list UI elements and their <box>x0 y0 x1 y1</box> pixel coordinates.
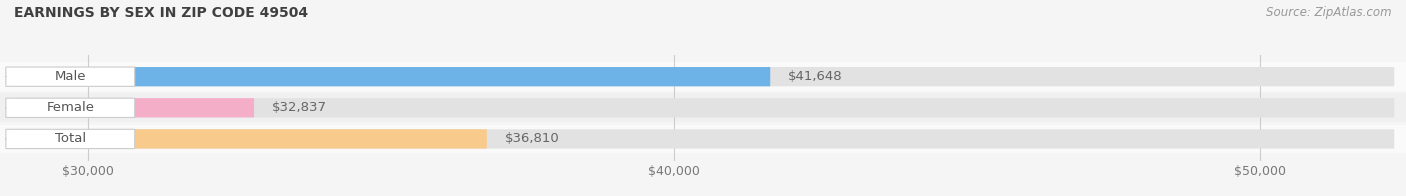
FancyBboxPatch shape <box>6 67 135 86</box>
FancyBboxPatch shape <box>18 129 1395 149</box>
Text: Source: ZipAtlas.com: Source: ZipAtlas.com <box>1267 6 1392 19</box>
Text: Female: Female <box>46 101 94 114</box>
FancyBboxPatch shape <box>18 67 770 86</box>
FancyBboxPatch shape <box>0 93 1406 122</box>
Text: Total: Total <box>55 132 86 145</box>
Text: Male: Male <box>55 70 86 83</box>
Text: $41,648: $41,648 <box>787 70 842 83</box>
FancyBboxPatch shape <box>18 129 486 149</box>
FancyBboxPatch shape <box>18 98 254 117</box>
FancyBboxPatch shape <box>6 129 135 149</box>
Text: $32,837: $32,837 <box>271 101 326 114</box>
FancyBboxPatch shape <box>0 125 1406 153</box>
Text: $36,810: $36,810 <box>505 132 560 145</box>
FancyBboxPatch shape <box>18 67 1395 86</box>
FancyBboxPatch shape <box>18 98 1395 117</box>
FancyBboxPatch shape <box>6 98 135 117</box>
FancyBboxPatch shape <box>0 62 1406 91</box>
Text: EARNINGS BY SEX IN ZIP CODE 49504: EARNINGS BY SEX IN ZIP CODE 49504 <box>14 6 308 20</box>
